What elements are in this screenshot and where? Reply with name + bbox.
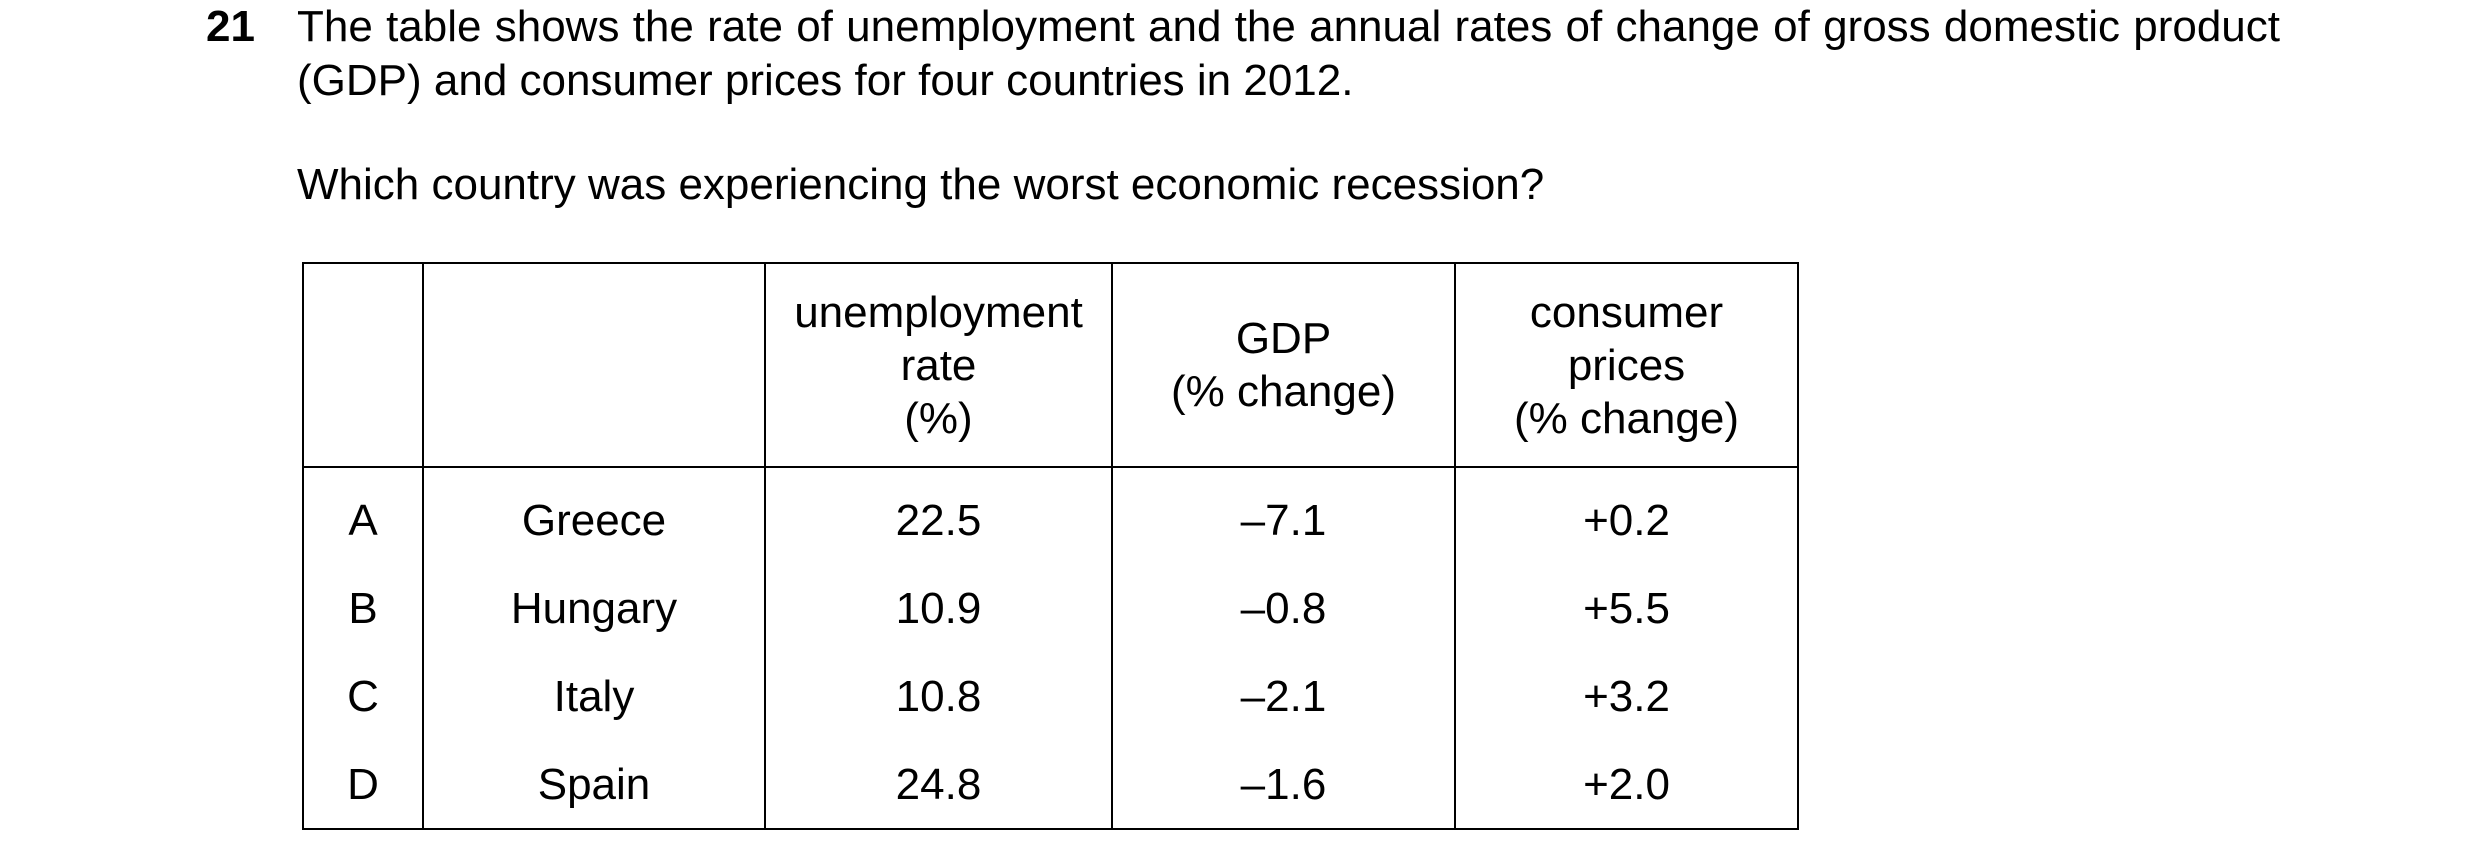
table-row: A Greece 22.5 –7.1 +0.2 [302, 467, 1799, 564]
gdp-value: –0.8 [1111, 564, 1456, 652]
unemployment-value: 10.9 [764, 564, 1113, 652]
header-gdp: GDP (% change) [1111, 262, 1456, 468]
table-row: C Italy 10.8 –2.1 +3.2 [302, 652, 1799, 740]
table-row: D Spain 24.8 –1.6 +2.0 [302, 740, 1799, 830]
header-unemployment-rate: unemployment rate (%) [764, 262, 1113, 468]
option-key: C [302, 652, 424, 740]
country-name: Spain [422, 740, 766, 830]
option-key: D [302, 740, 424, 830]
consumer-prices-value: +3.2 [1454, 652, 1799, 740]
header-consumer-prices: consumer prices (% change) [1454, 262, 1799, 468]
consumer-prices-value: +2.0 [1454, 740, 1799, 830]
gdp-value: –2.1 [1111, 652, 1456, 740]
header-consumer-prices-line-3: (% change) [1513, 393, 1739, 443]
question-prompt: Which country was experiencing the worst… [297, 160, 1545, 209]
gdp-value: –1.6 [1111, 740, 1456, 830]
table-row: B Hungary 10.9 –0.8 +5.5 [302, 564, 1799, 652]
country-name: Greece [422, 467, 766, 564]
header-unemployment-line-1: unemployment [794, 287, 1083, 337]
header-unemployment-line-3: (%) [904, 393, 973, 443]
gdp-value: –7.1 [1111, 467, 1456, 564]
header-consumer-prices-line-1: consumer [1529, 287, 1724, 337]
unemployment-value: 22.5 [764, 467, 1113, 564]
header-unemployment-line-2: rate [900, 340, 977, 390]
unemployment-value: 10.8 [764, 652, 1113, 740]
question-text: The table shows the rate of unemployment… [297, 2, 2280, 105]
country-name: Hungary [422, 564, 766, 652]
header-gdp-line-2: (% change) [1170, 367, 1396, 416]
data-table: unemployment rate (%) GDP (% change) con… [302, 262, 1799, 830]
question-number: 21 [206, 2, 255, 51]
header-key [302, 262, 424, 468]
country-name: Italy [422, 652, 766, 740]
table-header-row: unemployment rate (%) GDP (% change) con… [302, 262, 1799, 468]
consumer-prices-value: +0.2 [1454, 467, 1799, 564]
consumer-prices-value: +5.5 [1454, 564, 1799, 652]
header-gdp-line-1: GDP [1235, 314, 1332, 363]
unemployment-value: 24.8 [764, 740, 1113, 830]
option-key: B [302, 564, 424, 652]
option-key: A [302, 467, 424, 564]
header-consumer-prices-line-2: prices [1567, 340, 1686, 390]
header-country [422, 262, 766, 468]
